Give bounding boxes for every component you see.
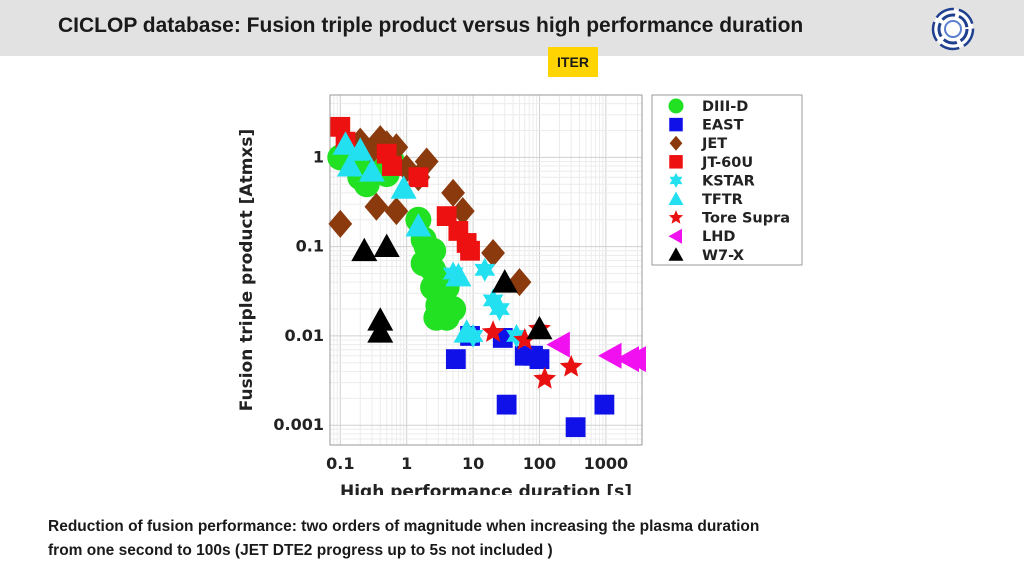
data-point — [526, 315, 553, 340]
legend-marker — [668, 210, 684, 224]
y-tick-label: 0.1 — [296, 237, 324, 256]
data-point — [420, 237, 447, 264]
circular-logo-icon — [931, 7, 975, 51]
data-point — [445, 262, 472, 287]
series-tftr — [332, 131, 480, 343]
data-point — [594, 394, 615, 415]
series-w7-x — [351, 233, 553, 343]
data-point — [390, 175, 417, 199]
y-axis-label: Fusion triple product [Atmxs] — [237, 129, 257, 412]
footer-line-2: from one second to 100s (JET DTE2 progre… — [48, 542, 553, 559]
legend-marker — [669, 172, 683, 188]
data-point — [351, 237, 378, 262]
legend-marker — [668, 98, 684, 114]
data-point — [450, 197, 475, 226]
data-point — [384, 197, 409, 226]
data-point — [408, 167, 429, 188]
data-point — [347, 137, 374, 161]
data-point — [598, 342, 622, 369]
data-point — [506, 323, 527, 348]
x-axis-label: High performance duration [s] — [340, 482, 632, 495]
legend-label: JT-60U — [701, 155, 753, 171]
legend-label: EAST — [702, 118, 744, 134]
legend-label: KSTAR — [702, 173, 755, 189]
data-point — [332, 131, 359, 155]
scatter-chart: 0.1 1 10 100 1000 0.001 0.01 0.1 1 High performan… — [237, 94, 803, 495]
legend-label: LHD — [702, 229, 735, 245]
legend-marker — [669, 155, 683, 169]
data-point — [445, 349, 466, 370]
data-point — [414, 147, 439, 176]
legend-marker — [668, 191, 684, 205]
legend-marker — [669, 117, 683, 132]
data-point — [336, 153, 363, 177]
data-point — [546, 331, 570, 358]
x-tick-label: 0.1 — [326, 454, 354, 473]
legend-marker — [668, 247, 684, 261]
data-point — [441, 178, 465, 207]
data-point — [622, 346, 646, 373]
data-point — [496, 394, 517, 415]
y-tick-label: 0.001 — [273, 415, 324, 434]
y-tick-label: 0.01 — [285, 326, 324, 345]
data-point — [364, 192, 389, 221]
legend-label: JET — [701, 136, 727, 152]
data-point — [367, 307, 394, 331]
legend: DIII-D EAST JET JT-60U KSTAR TFTR Tore Supra LH… — [651, 94, 803, 266]
legend-label: W7-X — [702, 248, 744, 264]
legend-label: TFTR — [702, 192, 743, 208]
data-point — [533, 366, 557, 389]
data-point — [507, 268, 532, 297]
data-point — [328, 209, 353, 238]
data-point — [405, 213, 432, 237]
legend-marker — [668, 228, 682, 244]
data-point — [453, 319, 480, 343]
x-tick-label: 1000 — [584, 454, 629, 473]
page-title: CICLOP database: Fusion triple product v… — [58, 14, 804, 37]
data-point — [482, 288, 504, 313]
y-tick-label: 1 — [313, 147, 324, 166]
data-point — [474, 257, 496, 282]
data-point — [373, 233, 400, 258]
series-lhd — [546, 331, 646, 373]
legend-marker — [669, 135, 683, 151]
data-point — [529, 349, 550, 370]
data-point — [440, 296, 467, 323]
data-point — [481, 320, 505, 342]
footer-caption: Reduction of fusion performance: two ord… — [48, 515, 948, 563]
data-point — [565, 417, 586, 438]
iter-badge: ITER — [548, 47, 598, 77]
data-point — [367, 319, 394, 343]
data-point — [491, 269, 518, 293]
data-point — [460, 240, 480, 261]
data-point — [559, 354, 583, 377]
x-tick-label: 1 — [401, 454, 412, 473]
axes-frame — [329, 94, 643, 446]
data-point — [358, 158, 385, 182]
data-point — [481, 238, 505, 267]
data-point — [513, 328, 537, 350]
legend-label: Tore Supra — [702, 211, 790, 227]
x-tick-label: 10 — [462, 454, 484, 473]
x-tick-label: 100 — [523, 454, 556, 473]
legend-label: DIII-D — [702, 99, 748, 115]
data-point — [382, 156, 402, 176]
data-point — [489, 297, 510, 322]
footer-line-1: Reduction of fusion performance: two ord… — [48, 518, 760, 535]
header-bar — [0, 0, 1024, 56]
